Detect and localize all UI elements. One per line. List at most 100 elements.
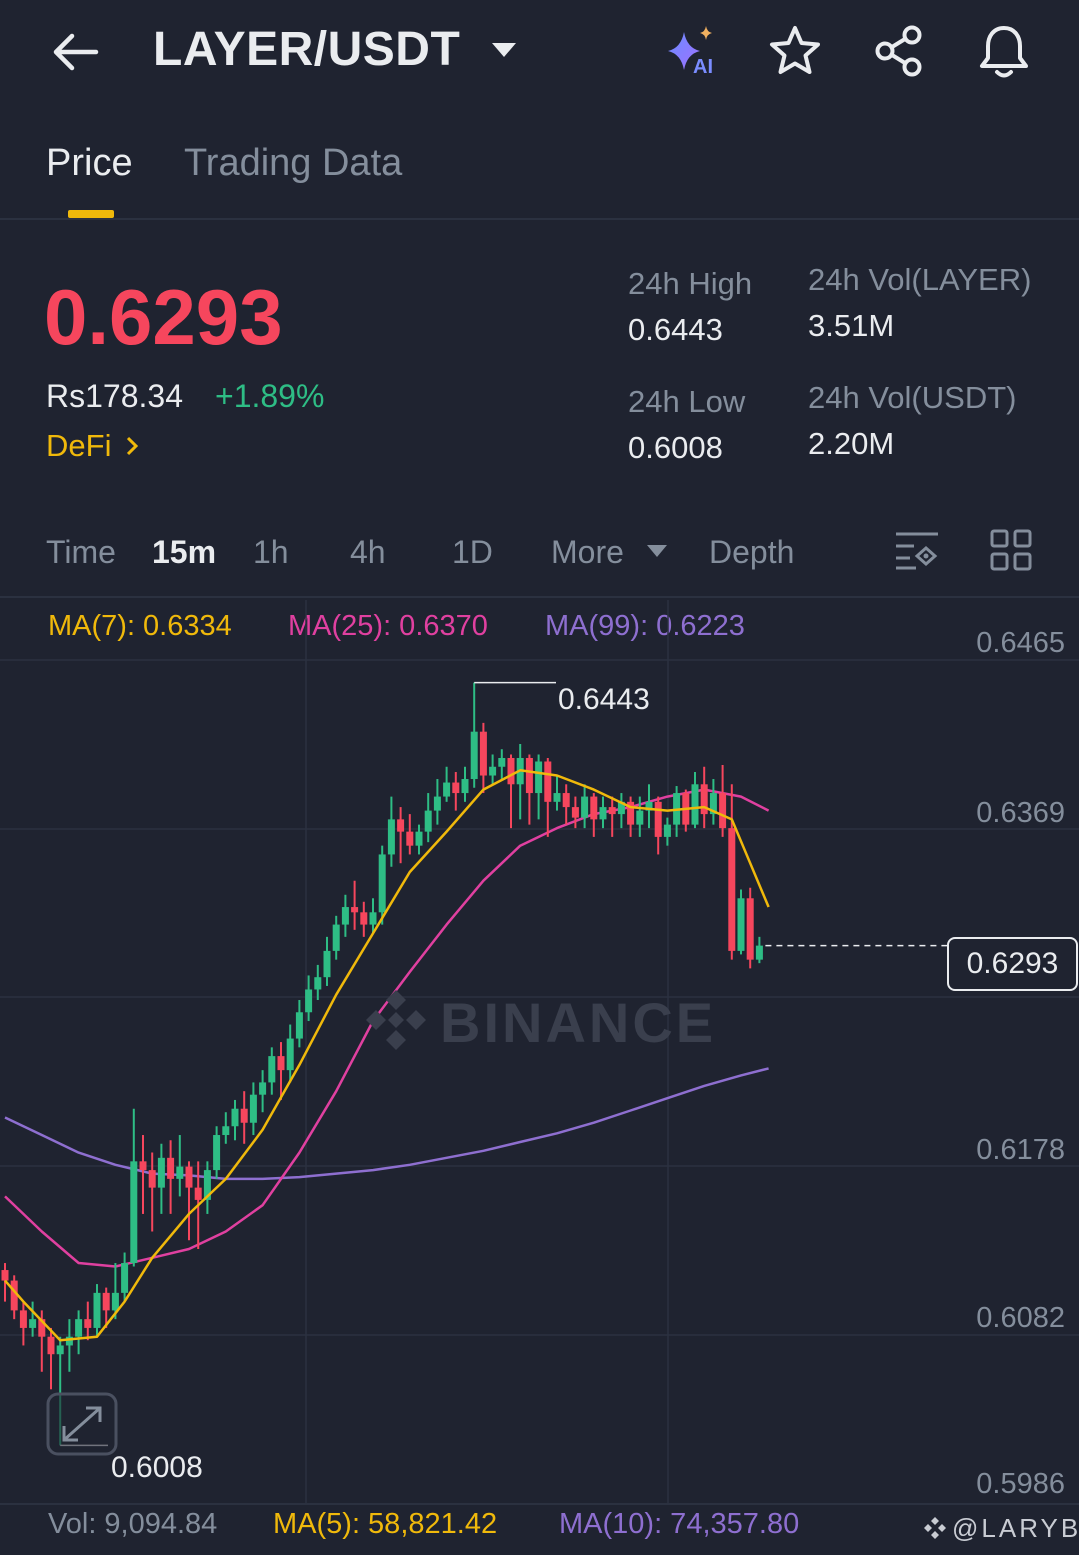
candle-body	[121, 1263, 129, 1293]
candlestick-chart[interactable]	[0, 600, 1079, 1505]
tab-active-indicator	[68, 210, 114, 218]
candle-body	[387, 819, 395, 855]
candle-body	[38, 1319, 46, 1337]
ai-badge-text: AI	[693, 56, 713, 78]
candle-body	[498, 757, 506, 767]
interval-4h[interactable]: 4h	[350, 534, 386, 570]
candle-body	[728, 828, 736, 951]
low-24h-value: 0.6008	[628, 430, 723, 465]
volume-ma10: MA(10): 74,357.80	[559, 1508, 800, 1540]
pair-title[interactable]: LAYER/USDT	[153, 23, 461, 76]
vol-quote-24h-value: 2.20M	[808, 426, 895, 461]
ma99-legend: MA(99): 0.6223	[545, 610, 745, 642]
depth-tab[interactable]: Depth	[709, 534, 795, 570]
candle-body	[479, 731, 487, 776]
low-marker-label: 0.6008	[111, 1451, 203, 1484]
share-icon[interactable]	[872, 24, 928, 78]
bell-icon[interactable]	[976, 22, 1032, 80]
candle-body	[645, 801, 653, 811]
ma7-line	[4, 769, 770, 1342]
candle-body	[443, 782, 451, 797]
candle-body	[562, 793, 570, 808]
y-tick-label: 0.6082	[976, 1302, 1065, 1334]
candle-body	[130, 1161, 138, 1264]
interval-1d[interactable]: 1D	[452, 534, 493, 570]
candle-body	[139, 1161, 147, 1171]
binance-small-logo-icon	[922, 1515, 948, 1541]
candle-body	[111, 1292, 119, 1311]
binance-logo-icon	[360, 984, 432, 1056]
volume-divider	[0, 1503, 1079, 1505]
candle-body	[213, 1135, 221, 1171]
candle-body	[56, 1345, 64, 1355]
fullscreen-icon[interactable]	[46, 1392, 118, 1456]
candle-body	[654, 801, 662, 837]
candle-body	[424, 810, 432, 832]
tabs-divider	[0, 218, 1079, 220]
fiat-price: Rs178.34	[46, 378, 183, 414]
candle-body	[19, 1310, 27, 1328]
candle-body	[65, 1336, 73, 1346]
candle-body	[709, 793, 717, 815]
y-tick-label: 0.5986	[976, 1468, 1065, 1500]
candle-body	[378, 854, 386, 913]
volume-value: Vol: 9,094.84	[48, 1508, 218, 1540]
layout-grid-icon[interactable]	[990, 529, 1032, 571]
candle-body	[268, 1056, 276, 1083]
candle-body	[323, 950, 331, 978]
candle-body	[590, 796, 598, 820]
candle-body	[176, 1166, 184, 1179]
candle-body	[341, 907, 349, 925]
candle-body	[305, 989, 313, 1013]
candle-body	[314, 977, 322, 990]
vol-quote-24h-label: 24h Vol(USDT)	[808, 380, 1017, 415]
candle-body	[719, 793, 727, 829]
y-tick-label: 0.6178	[976, 1134, 1065, 1166]
high-marker-label: 0.6443	[558, 683, 650, 716]
candle-body	[277, 1056, 285, 1071]
candle-body	[29, 1319, 37, 1328]
dropdown-caret-icon[interactable]	[490, 40, 518, 60]
candle-body	[10, 1280, 18, 1311]
candle-body	[1, 1270, 9, 1281]
candle-body	[700, 784, 708, 815]
candle-body	[259, 1082, 267, 1095]
candle-body	[185, 1166, 193, 1188]
back-arrow-icon[interactable]	[50, 30, 100, 74]
chevron-right-icon	[124, 430, 140, 466]
vol-base-24h-label: 24h Vol(LAYER)	[808, 262, 1032, 297]
ma7-legend: MA(7): 0.6334	[48, 610, 232, 642]
candle-body	[249, 1094, 257, 1123]
category-link[interactable]: DeFi	[46, 428, 140, 466]
candle-body	[452, 782, 460, 794]
candle-body	[75, 1319, 83, 1337]
ai-sparkle-icon[interactable]	[664, 24, 724, 80]
candle-body	[194, 1187, 202, 1200]
candle-body	[332, 924, 340, 951]
tab-trading-data[interactable]: Trading Data	[184, 142, 403, 184]
interval-time[interactable]: Time	[46, 534, 116, 570]
candle-body	[470, 731, 478, 780]
binance-watermark: BINANCE	[440, 991, 717, 1054]
candle-body	[286, 1038, 294, 1071]
candle-body	[415, 831, 423, 846]
candle-body	[369, 912, 377, 925]
high-24h-label: 24h High	[628, 266, 753, 301]
candle-body	[737, 898, 745, 951]
candle-body	[231, 1108, 239, 1127]
interval-1h[interactable]: 1h	[253, 534, 289, 570]
star-icon[interactable]	[768, 24, 822, 78]
interval-15m[interactable]: 15m	[152, 534, 217, 570]
candle-body	[617, 801, 625, 815]
candle-body	[203, 1170, 211, 1200]
candle-body	[636, 810, 644, 825]
more-caret-icon[interactable]	[646, 544, 668, 558]
interval-more[interactable]: More	[551, 534, 624, 570]
indicator-settings-icon[interactable]	[894, 530, 940, 572]
candle-body	[406, 831, 414, 846]
y-tick-label: 0.6465	[976, 627, 1065, 659]
candle-body	[571, 807, 579, 818]
tab-price[interactable]: Price	[46, 142, 133, 184]
candle-body	[461, 779, 469, 794]
candle-body	[553, 793, 561, 802]
